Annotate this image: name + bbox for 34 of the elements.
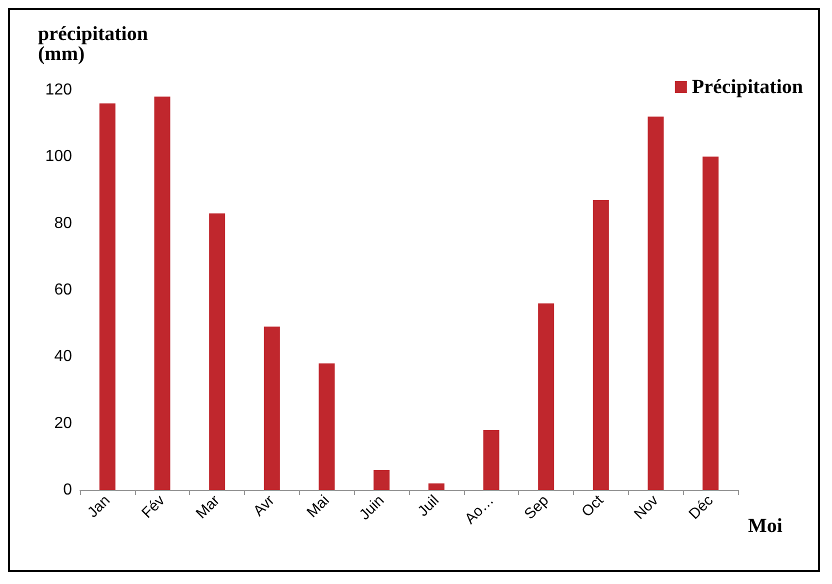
x-tick-label: Fév [138,492,169,522]
y-tick-label: 0 [63,482,72,498]
x-tick-label: Mai [304,492,333,522]
y-axis-title: précipitation (mm) [38,23,148,65]
bar [592,200,609,490]
x-tick-label: Déc [686,492,717,523]
x-tick-label: Mar [192,492,224,522]
y-tick-label: 120 [45,82,72,98]
x-tick-label: Jan [84,492,114,522]
bar [99,103,116,490]
bar [264,326,280,490]
bar [318,363,335,490]
bar [702,156,719,490]
x-tick-label: Juin [356,492,388,524]
bar [374,470,390,490]
x-tick-label: Oct [578,491,608,520]
bar [648,116,664,490]
y-tick-label: 100 [45,148,72,166]
x-axis-title: Moi [748,515,783,537]
y-tick-label: 80 [54,214,72,232]
bar [428,483,444,490]
x-tick-label: Ao… [462,492,498,528]
bar [538,303,554,490]
bar [154,96,170,490]
x-tick-label: Sep [521,492,552,523]
y-tick-label: 60 [54,282,72,298]
bar [483,430,500,490]
y-tick-label: 40 [54,348,72,366]
y-tick-label: 20 [54,414,72,432]
bar [209,213,226,490]
x-tick-label: Avr [250,492,278,520]
x-tick-label: Juil [414,492,442,520]
x-tick-label: Nov [630,492,662,523]
legend-label: Précipitation [692,76,804,98]
